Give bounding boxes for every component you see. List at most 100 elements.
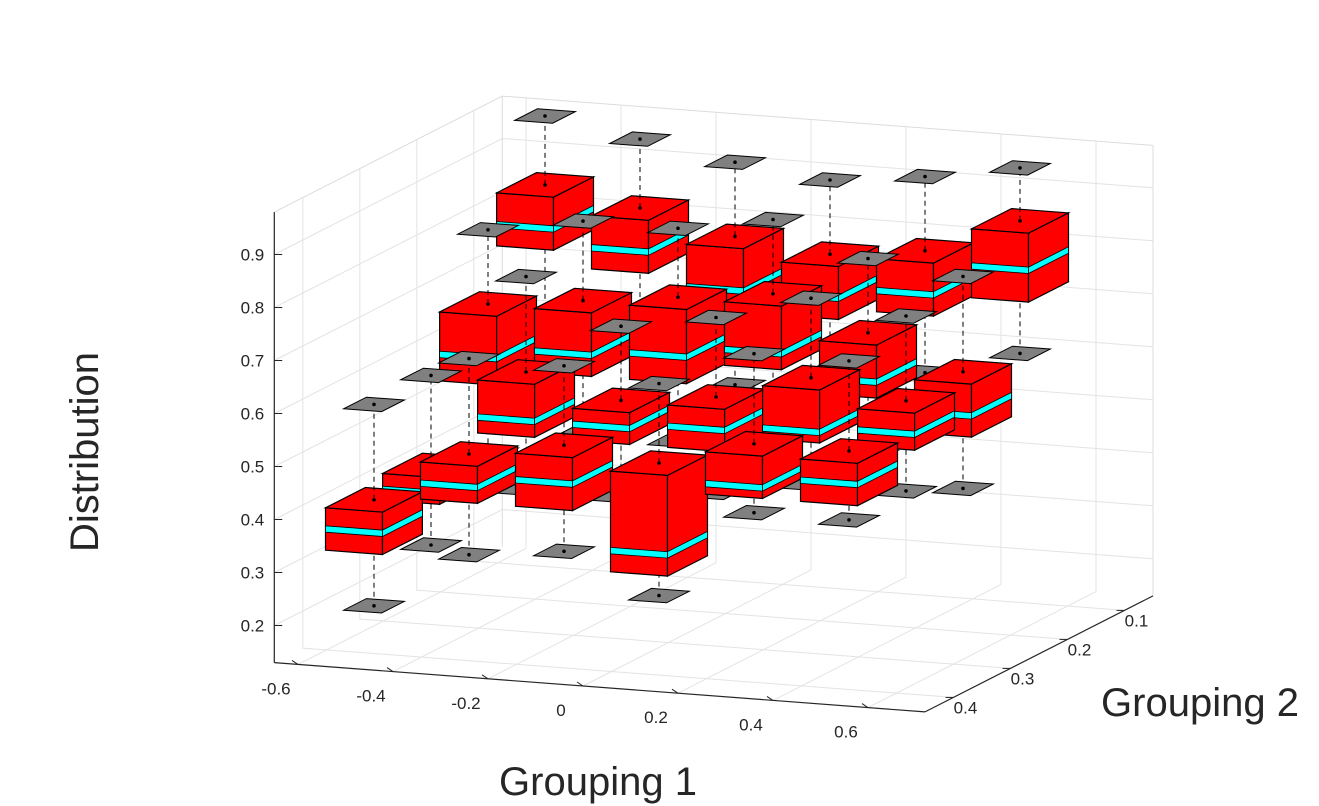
whisker-cap-dot (866, 256, 870, 261)
box-center-dot (638, 206, 642, 210)
box-center-dot (714, 395, 718, 399)
box-center-dot (676, 295, 680, 300)
x-tick-label: 0 (556, 701, 565, 720)
z-tick-label: 0.4 (241, 511, 265, 530)
y-axis-line (924, 595, 1154, 713)
whisker-cap-dot (562, 549, 566, 554)
whisker-cap-dot (733, 383, 737, 387)
whisker-cap-dot (752, 510, 756, 515)
x-tick-mark (481, 674, 489, 680)
box-center-dot (619, 398, 623, 403)
axes-frame (273, 212, 1154, 713)
median-band-side (914, 410, 955, 439)
whisker-cap-dot (372, 604, 376, 608)
box-center-dot (771, 292, 775, 296)
box-center-dot (866, 331, 870, 335)
grid-line-y (359, 168, 1011, 669)
box-front-face (875, 258, 935, 317)
wall-edge (502, 95, 1154, 146)
whisker-cap-dot (581, 219, 585, 223)
whisker-cap-dot (752, 351, 756, 356)
whisker-cap-dot (1018, 351, 1022, 356)
box-center-dot (847, 449, 851, 453)
median-band-side (534, 397, 575, 426)
x-tick-mark (291, 659, 299, 665)
box-item (513, 358, 615, 560)
y-tick-label: 0.4 (954, 698, 978, 717)
whisker-cap-dot (467, 552, 471, 557)
y-axis-title: Grouping 2 (1101, 681, 1299, 725)
box-item (703, 345, 805, 521)
box-front-face (590, 215, 650, 274)
whisker-cap-dot (372, 402, 376, 407)
grid-line-y (302, 197, 954, 698)
whisker-cap-dot (429, 543, 433, 547)
z-tick-label: 0.3 (241, 564, 265, 583)
whisker-cap-dot (904, 314, 908, 318)
whisker-cap-dot (657, 593, 661, 598)
whisker-cap-dot (467, 356, 471, 361)
box-center-dot (904, 399, 908, 403)
median-band-side (971, 391, 1012, 420)
x-tick-label: 0.4 (739, 715, 763, 734)
box-center-dot (486, 302, 490, 306)
wall-edge (274, 95, 503, 213)
whisker-cap-dot (657, 381, 661, 386)
box-front-face (704, 451, 764, 500)
whisker-cap-dot (714, 315, 718, 320)
whisker-cap-dot (638, 137, 642, 141)
grid-line-x (867, 141, 1097, 709)
box-center-dot (1018, 219, 1022, 223)
z-tick-label: 0.7 (241, 352, 265, 371)
box-item (798, 353, 900, 528)
x-tick-mark (576, 681, 584, 687)
box-front-face (609, 470, 669, 577)
box-series (323, 108, 1071, 614)
y-tick-label: 0.2 (1068, 640, 1092, 659)
box-center-dot (581, 298, 585, 303)
x-tick-mark (671, 688, 679, 694)
box-center-dot (372, 498, 376, 502)
x-tick-label: -0.4 (356, 687, 385, 706)
whisker-cap-dot (733, 160, 737, 164)
whisker-cap-dot (562, 364, 566, 368)
x-tick-label: 0.6 (834, 723, 858, 742)
whisker-cap-dot (429, 373, 433, 378)
x-axis-title: Grouping 1 (499, 760, 697, 804)
whisker-cap-dot (771, 217, 775, 222)
median-band-side (876, 358, 917, 387)
box-center-dot (809, 375, 813, 380)
x-tick-mark (861, 703, 869, 709)
grid-line-y (416, 139, 1068, 640)
box-center-dot (752, 442, 756, 446)
x-tick-mark (766, 695, 774, 701)
median-band-side (857, 460, 898, 489)
box-front-face (477, 379, 536, 438)
box-side-face (666, 454, 709, 578)
whisker-cap-dot (543, 114, 547, 118)
whisker-cap-dot (961, 274, 965, 279)
box-item (969, 160, 1071, 362)
box-item (323, 396, 425, 614)
whisker-cap-dot (904, 489, 908, 493)
y-tick-label: 0.1 (1125, 611, 1149, 630)
median-band-side (572, 459, 613, 488)
box-item (418, 350, 520, 563)
x-tick-label: 0.2 (644, 708, 668, 727)
whisker-cap-dot (676, 226, 680, 231)
whisker-cap-dot (847, 359, 851, 363)
x-tick-label: -0.6 (261, 679, 290, 698)
z-tick-label: 0.6 (241, 405, 265, 424)
box-item (855, 308, 957, 499)
whisker-cap-dot (619, 324, 623, 329)
z-tick-label: 0.2 (241, 617, 265, 636)
box-item (532, 213, 634, 441)
box-center-dot (562, 443, 566, 448)
box-center-dot (543, 183, 547, 187)
whisker-cap-dot (828, 178, 832, 182)
whisker-cap-dot (847, 518, 851, 522)
x-tick-mark (386, 667, 394, 673)
box-front-face (628, 304, 688, 385)
box-front-face (496, 192, 555, 251)
